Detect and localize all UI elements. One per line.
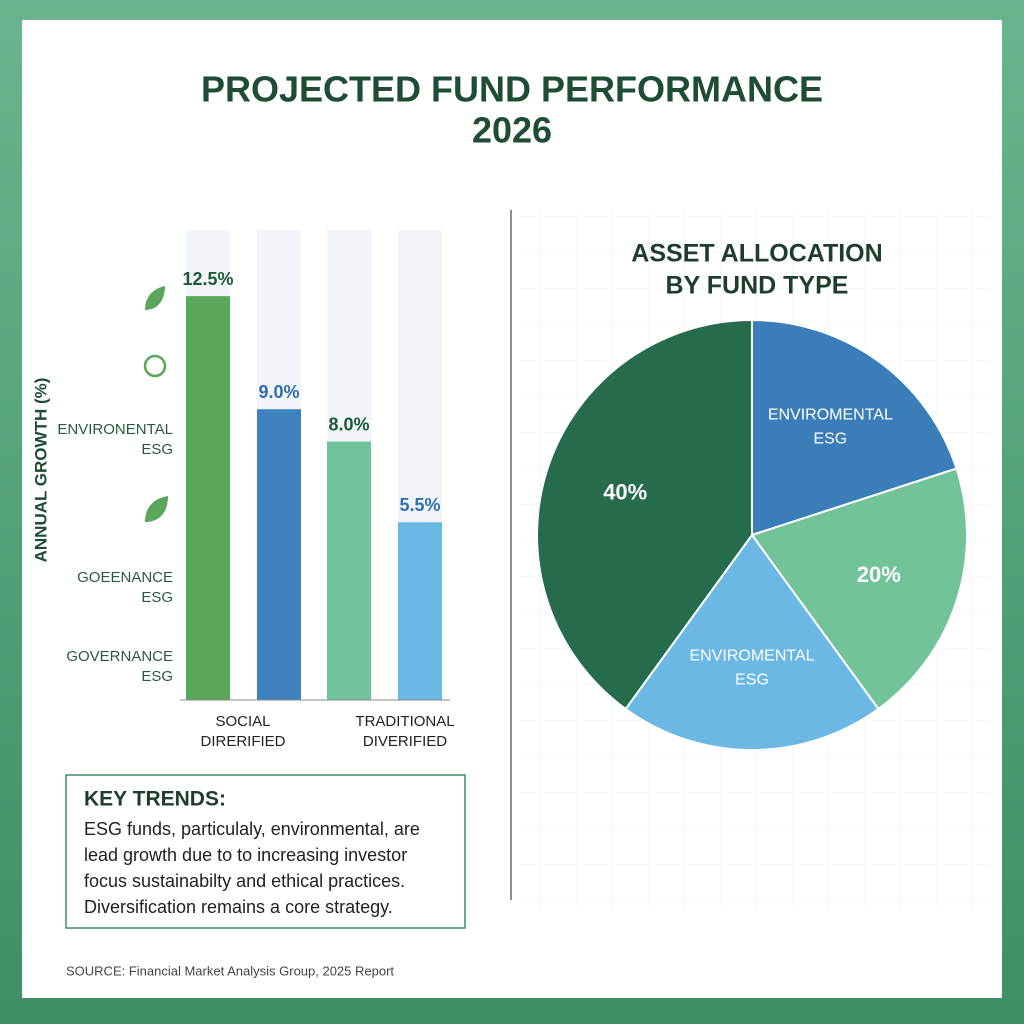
value-label: 5.5%	[399, 495, 440, 515]
pie-slice	[751, 318, 958, 537]
slice-label: ESG	[735, 672, 769, 689]
value-label: 12.5%	[182, 269, 233, 289]
side-label: ESG	[141, 668, 173, 685]
title: 2026	[472, 110, 552, 151]
x-group-label: TRADITIONAL	[355, 713, 454, 730]
icons	[143, 286, 168, 522]
bar	[327, 441, 371, 700]
y-axis-label: ANNUAL GROWTH (%)	[31, 378, 50, 563]
key-trends-box	[65, 774, 466, 929]
bar	[186, 296, 230, 700]
key-trends-line: ESG funds, particulaly, environmental, a…	[84, 819, 420, 839]
key-trends-line: focus sustainabilty and ethical practice…	[84, 871, 405, 891]
key-trends-title: KEY TRENDS:	[84, 788, 226, 811]
side-label: GOVERNANCE	[66, 648, 173, 665]
slice-label: ENVIROMENTAL	[768, 406, 893, 423]
leaf-icon	[145, 286, 165, 310]
side-label: ESG	[141, 589, 173, 606]
pie-slice	[536, 318, 753, 711]
value-label: 8.0%	[328, 414, 369, 434]
slice-label: ENVIROMENTAL	[689, 648, 814, 665]
x-group-label: SOCIAL	[215, 713, 270, 730]
pie-slice	[624, 533, 880, 751]
x-group-label: DIRERIFIED	[200, 733, 285, 750]
source: SOURCE: Financial Market Analysis Group,…	[66, 963, 394, 978]
bar	[398, 522, 442, 700]
value-label: 9.0%	[258, 382, 299, 402]
slice-value-label: 40%	[603, 480, 647, 505]
globe-icon	[143, 354, 167, 378]
pie-slice	[750, 467, 968, 711]
chart-title: ASSET ALLOCATION	[631, 240, 882, 268]
bar	[257, 409, 301, 700]
slice-value-label: 20%	[857, 562, 901, 587]
chart-title: BY FUND TYPE	[666, 272, 849, 300]
side-label: GOEENANCE	[77, 569, 173, 586]
side-label: ESG	[141, 441, 173, 458]
x-group-label: DIVERIFIED	[363, 733, 447, 750]
key-trends-line: Diversification remains a core strategy.	[84, 897, 393, 917]
leaf-icon	[145, 496, 168, 522]
slice-label: ESG	[813, 430, 847, 447]
side-label: ENVIRONENTAL	[57, 421, 173, 438]
key-trends-line: lead growth due to to increasing investo…	[84, 845, 407, 865]
title: PROJECTED FUND PERFORMANCE	[201, 69, 823, 110]
